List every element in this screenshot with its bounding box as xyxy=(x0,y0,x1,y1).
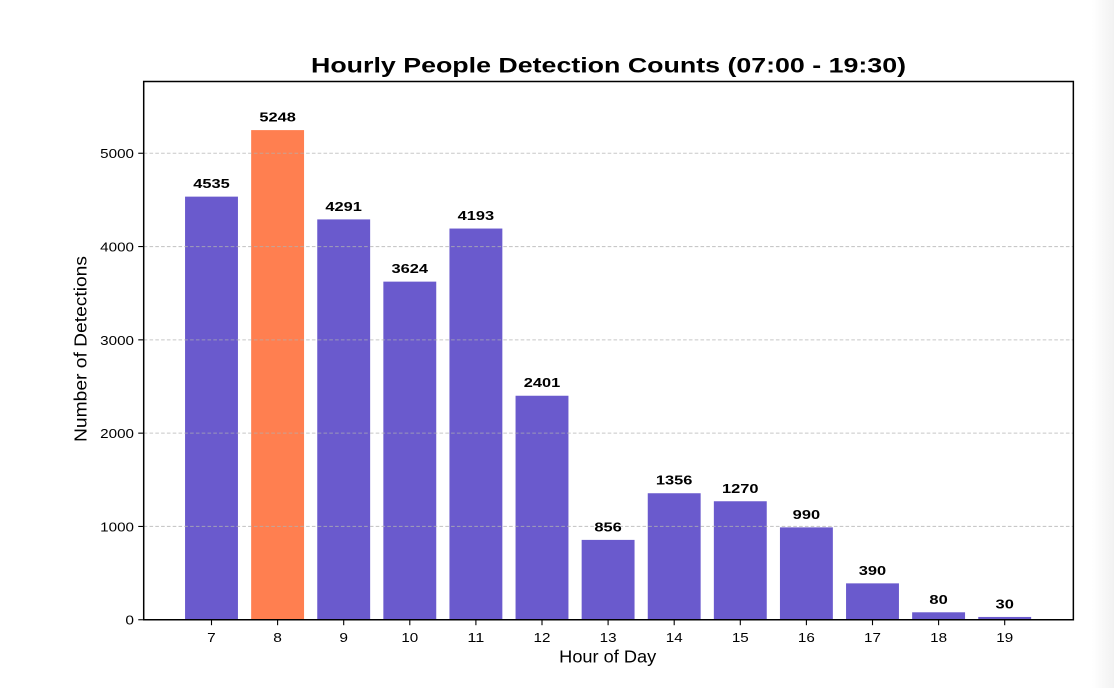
svg-text:4193: 4193 xyxy=(458,208,495,223)
svg-text:Hour of Day: Hour of Day xyxy=(559,647,656,667)
svg-text:14: 14 xyxy=(666,630,683,645)
svg-text:2000: 2000 xyxy=(100,426,134,441)
svg-text:4291: 4291 xyxy=(325,199,362,214)
svg-text:13: 13 xyxy=(600,630,617,645)
svg-text:9: 9 xyxy=(339,630,348,645)
svg-text:4535: 4535 xyxy=(193,176,230,191)
svg-text:1000: 1000 xyxy=(100,519,134,534)
svg-text:3624: 3624 xyxy=(392,261,429,276)
svg-text:Hourly People Detection Counts: Hourly People Detection Counts (07:00 - … xyxy=(311,54,906,78)
svg-text:3000: 3000 xyxy=(100,333,134,348)
svg-text:11: 11 xyxy=(467,630,484,645)
svg-text:1270: 1270 xyxy=(722,481,759,496)
svg-text:30: 30 xyxy=(996,596,1014,611)
svg-text:990: 990 xyxy=(793,507,820,522)
svg-text:80: 80 xyxy=(929,592,947,607)
svg-text:19: 19 xyxy=(996,630,1013,645)
svg-text:Number of Detections: Number of Detections xyxy=(70,256,90,442)
svg-text:7: 7 xyxy=(207,630,216,645)
svg-text:18: 18 xyxy=(930,630,947,645)
svg-text:8: 8 xyxy=(273,630,282,645)
svg-text:5248: 5248 xyxy=(259,110,296,125)
svg-text:4000: 4000 xyxy=(100,239,134,254)
svg-text:390: 390 xyxy=(859,563,886,578)
svg-text:17: 17 xyxy=(864,630,881,645)
svg-text:0: 0 xyxy=(125,613,134,628)
svg-text:2401: 2401 xyxy=(524,375,561,390)
svg-text:10: 10 xyxy=(401,630,418,645)
svg-text:856: 856 xyxy=(594,519,621,534)
svg-text:15: 15 xyxy=(732,630,749,645)
svg-text:12: 12 xyxy=(534,630,551,645)
svg-text:1356: 1356 xyxy=(656,473,693,488)
svg-text:5000: 5000 xyxy=(100,146,134,161)
svg-text:16: 16 xyxy=(798,630,815,645)
